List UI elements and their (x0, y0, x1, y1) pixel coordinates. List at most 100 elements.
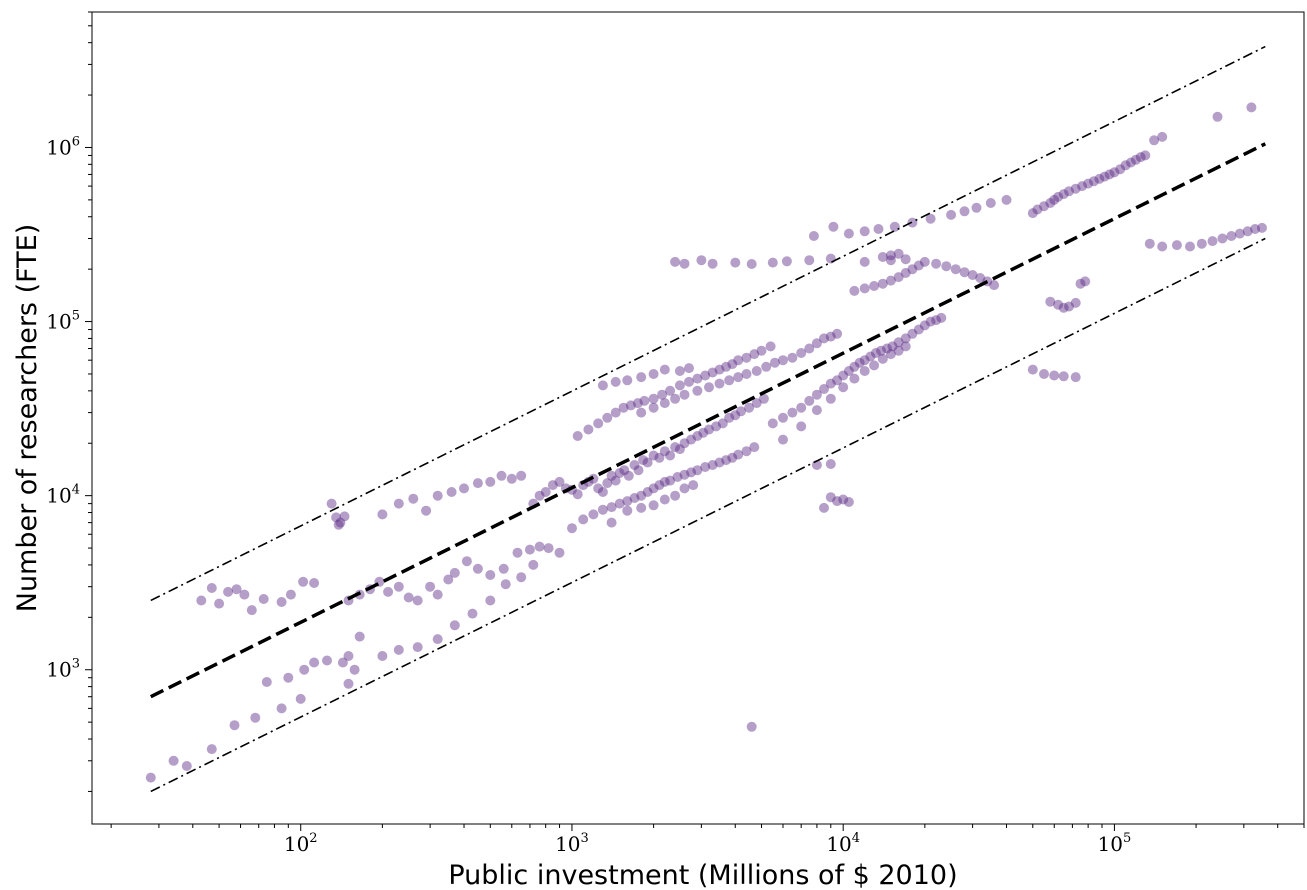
data-point (679, 483, 690, 494)
data-point (1039, 369, 1049, 379)
data-point (907, 328, 918, 339)
data-point (692, 465, 703, 476)
data-point (744, 402, 755, 413)
data-point (1045, 296, 1056, 307)
data-point (276, 703, 287, 714)
data-point (679, 258, 690, 269)
data-point (887, 341, 898, 352)
data-point (593, 483, 604, 494)
data-point (825, 492, 836, 503)
data-point (1149, 135, 1160, 146)
data-point (700, 462, 711, 472)
data-point (749, 349, 760, 360)
data-point (707, 367, 718, 378)
data-point (670, 256, 681, 267)
data-point (1185, 241, 1195, 252)
data-point (796, 348, 807, 358)
data-point (632, 398, 643, 409)
data-point (767, 257, 778, 268)
data-point (950, 264, 961, 275)
data-point (1212, 111, 1223, 122)
data-point (659, 476, 670, 487)
data-point (724, 412, 735, 423)
data-point (654, 452, 665, 463)
data-point (736, 406, 746, 417)
data-point (1135, 152, 1146, 163)
data-point (657, 389, 668, 400)
data-point (767, 418, 778, 429)
data-point (913, 324, 924, 335)
data-point (721, 361, 732, 372)
data-point (724, 375, 735, 386)
data-point (727, 452, 738, 463)
data-point (597, 487, 608, 497)
data-point (512, 547, 523, 558)
data-point (496, 470, 507, 481)
data-point (648, 369, 659, 379)
data-point (1130, 154, 1141, 165)
data-point (485, 476, 496, 487)
data-point (528, 559, 539, 570)
data-point (659, 398, 670, 409)
data-point (516, 470, 527, 481)
data-point (610, 407, 621, 418)
data-point (825, 459, 836, 469)
data-point (865, 351, 876, 362)
data-point (707, 258, 718, 269)
data-point (231, 584, 242, 595)
data-point (931, 258, 942, 269)
data-point (885, 250, 896, 261)
data-point (1234, 228, 1245, 239)
data-point (889, 221, 900, 232)
data-point (692, 385, 703, 396)
data-point (893, 248, 904, 259)
data-points (145, 102, 1267, 783)
data-point (733, 449, 744, 460)
y-tick-label: 106 (46, 134, 80, 159)
data-point (567, 523, 577, 534)
data-point (1045, 198, 1056, 208)
data-point (1058, 189, 1069, 200)
data-point (285, 589, 296, 600)
data-point (843, 228, 854, 239)
data-point (925, 316, 936, 327)
data-point (1094, 173, 1105, 184)
data-point (432, 634, 443, 645)
data-point (583, 424, 594, 435)
data-point (1001, 194, 1012, 205)
data-point (670, 393, 681, 404)
data-point (900, 254, 911, 265)
major-ticks (85, 146, 1115, 831)
data-point (714, 364, 725, 375)
data-point (873, 224, 884, 234)
data-point (907, 264, 918, 275)
data-point (741, 352, 752, 363)
fit-line (150, 142, 1267, 699)
data-point (516, 572, 527, 583)
data-point (168, 755, 179, 766)
data-point (572, 489, 583, 500)
data-point (808, 231, 819, 241)
data-point (654, 480, 665, 491)
data-point (758, 393, 769, 404)
data-point (181, 761, 192, 771)
data-point (339, 511, 350, 522)
data-point (534, 541, 545, 552)
data-point (408, 493, 419, 504)
y-tick-label: 104 (46, 483, 80, 508)
data-point (349, 664, 360, 675)
data-point (674, 444, 685, 455)
plot-area (91, 11, 1305, 825)
data-point (1140, 150, 1151, 161)
data-point (877, 278, 888, 289)
data-point (326, 498, 337, 509)
data-point (206, 744, 217, 755)
data-point (393, 498, 404, 509)
data-point (1196, 238, 1207, 249)
data-point (335, 517, 346, 528)
data-point (572, 431, 583, 441)
data-point (670, 442, 681, 453)
data-point (1064, 186, 1074, 197)
data-point (751, 366, 762, 376)
